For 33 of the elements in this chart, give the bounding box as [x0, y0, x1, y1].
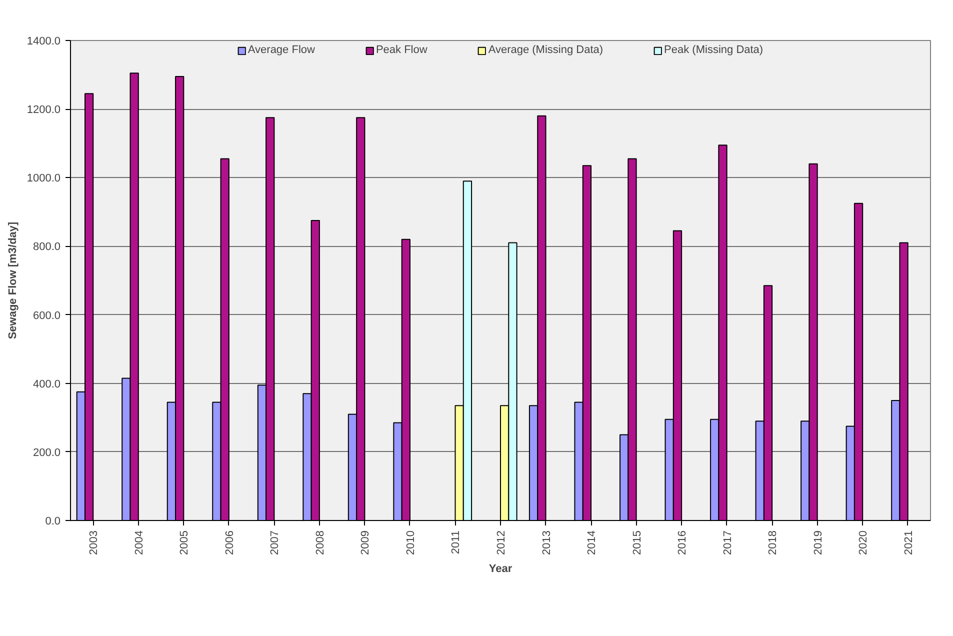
- x-tick-label: 2012: [496, 530, 508, 555]
- y-tick-label: 0.0: [45, 516, 61, 528]
- x-tick-label: 2007: [269, 530, 282, 555]
- x-tick-label: 2020: [858, 530, 870, 555]
- y-tick-label: 800.0: [32, 241, 61, 254]
- y-tick-label: 1400.0: [26, 36, 61, 48]
- x-tick-label: 2009: [360, 530, 372, 555]
- x-tick-label: 2003: [88, 530, 100, 555]
- legend-label: Peak (Missing Data): [664, 44, 764, 56]
- y-axis-title: Sewage Flow [m3/day]: [6, 221, 19, 340]
- y-tick-label: 1200.0: [26, 104, 61, 116]
- x-tick-label: 2008: [314, 530, 326, 555]
- y-tick-label: 600.0: [32, 310, 61, 322]
- x-tick-label: 2006: [224, 530, 236, 555]
- y-tick-label: 400.0: [32, 378, 61, 390]
- x-tick-label: 2011: [450, 530, 462, 554]
- legend-label: Peak Flow: [376, 44, 428, 56]
- x-tick-label: 2010: [404, 530, 417, 555]
- legend-label: Average (Missing Data): [488, 44, 604, 56]
- x-tick-label: 2021: [902, 530, 915, 555]
- x-tick-label: 2005: [178, 530, 191, 555]
- x-tick-label: 2004: [133, 530, 146, 555]
- x-axis-title: Year: [488, 562, 513, 575]
- x-tick-label: 2016: [676, 530, 689, 555]
- x-tick-label: 2018: [767, 530, 780, 555]
- x-tick-label: 2017: [722, 530, 734, 555]
- legend-label: Average Flow: [248, 44, 315, 56]
- y-tick-label: 1000.0: [26, 172, 61, 185]
- x-tick-label: 2013: [540, 530, 553, 555]
- x-tick-label: 2014: [586, 530, 598, 555]
- x-tick-label: 2015: [631, 530, 644, 555]
- x-tick-label: 2019: [812, 530, 824, 555]
- y-tick-label: 200.0: [32, 446, 61, 459]
